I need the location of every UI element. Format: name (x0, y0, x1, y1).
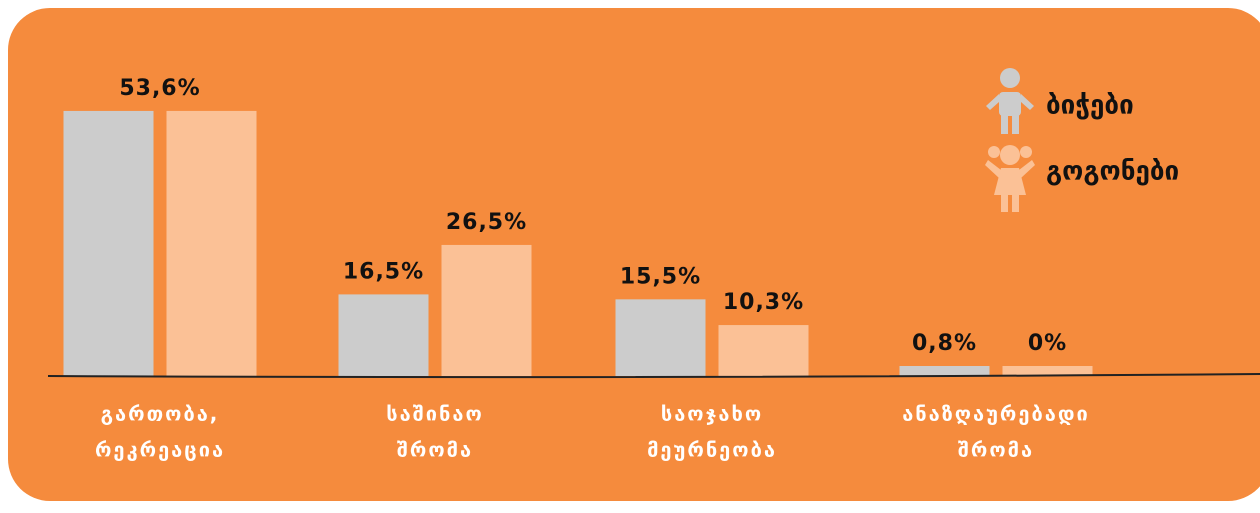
girl-icon (985, 145, 1035, 212)
bar (615, 299, 706, 376)
bar (338, 294, 429, 376)
x-tick-label: შრომა (958, 438, 1034, 462)
boy-icon (986, 68, 1034, 134)
x-tick-label: საშინაო (386, 402, 484, 426)
bar (1002, 366, 1093, 376)
bar (899, 366, 990, 376)
baseline (47, 373, 1260, 379)
bar (441, 244, 532, 376)
x-tick-label: გართობა, (101, 402, 220, 426)
value-label: 15,5% (620, 264, 701, 289)
value-label: 16,5% (343, 259, 424, 284)
bar (63, 110, 154, 376)
value-label: 26,5% (446, 210, 527, 235)
x-tick-label: შრომა (397, 438, 473, 462)
x-tick-label: ანაზღაურებადი (902, 402, 1090, 426)
value-label: 53,6% (119, 76, 200, 101)
bar (166, 110, 257, 376)
x-tick-label: მეურნეობა (647, 438, 777, 462)
x-tick-label: საოჯახო (661, 402, 763, 426)
value-label: 0% (1028, 331, 1067, 356)
legend-label: ბიჭები (1046, 91, 1134, 121)
value-label: 0,8% (912, 331, 977, 356)
x-tick-label: რეკრეაცია (95, 438, 225, 462)
value-label: 10,3% (723, 290, 804, 315)
legend-label: გოგონები (1046, 157, 1179, 187)
bar (718, 325, 809, 376)
